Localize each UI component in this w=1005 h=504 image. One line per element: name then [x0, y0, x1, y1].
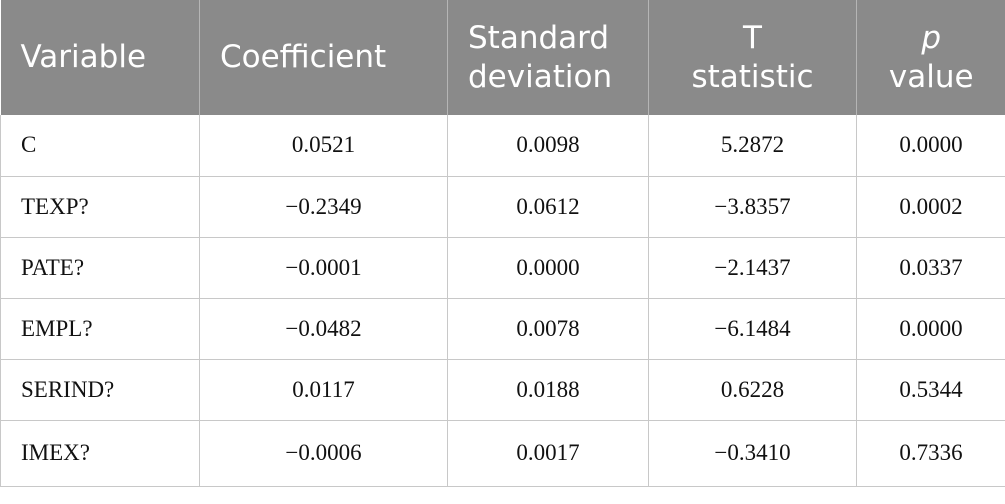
- cell-variable: IMEX?: [0, 420, 200, 487]
- cell-variable: PATE?: [0, 237, 200, 299]
- table-row: EMPL? −0.0482 0.0078 −6.1484 0.0000: [0, 298, 1005, 360]
- header-standard-deviation: Standard deviation: [447, 0, 649, 115]
- cell-variable: SERIND?: [0, 359, 200, 421]
- cell-std-dev: 0.0078: [447, 298, 649, 360]
- header-std-line2: deviation: [468, 58, 613, 95]
- table-row: TEXP? −0.2349 0.0612 −3.8357 0.0002: [0, 176, 1005, 238]
- cell-t-stat: −3.8357: [648, 176, 857, 238]
- header-p-line1: p: [921, 19, 942, 56]
- header-p-line2: value: [888, 58, 974, 95]
- cell-coefficient: −0.0482: [199, 298, 448, 360]
- header-row: Variable Coefficient Standard deviation …: [0, 0, 1005, 115]
- cell-std-dev: 0.0098: [447, 115, 649, 177]
- header-p-value: p value: [856, 0, 1005, 115]
- cell-t-stat: 0.6228: [648, 359, 857, 421]
- cell-t-stat: −2.1437: [648, 237, 857, 299]
- table-body: C 0.0521 0.0098 5.2872 0.0000 TEXP? −0.2…: [0, 115, 1005, 487]
- cell-std-dev: 0.0612: [447, 176, 649, 238]
- table-header: Variable Coefficient Standard deviation …: [0, 0, 1005, 115]
- table-row: SERIND? 0.0117 0.0188 0.6228 0.5344: [0, 359, 1005, 421]
- header-t-statistic: T statistic: [648, 0, 857, 115]
- header-std-line1: Standard: [468, 19, 610, 56]
- cell-t-stat: −0.3410: [648, 420, 857, 487]
- cell-t-stat: −6.1484: [648, 298, 857, 360]
- cell-variable: C: [0, 115, 200, 177]
- cell-std-dev: 0.0188: [447, 359, 649, 421]
- header-t-line1: T: [743, 19, 762, 56]
- cell-p-value: 0.0002: [856, 176, 1005, 238]
- cell-p-value: 0.7336: [856, 420, 1005, 487]
- cell-std-dev: 0.0017: [447, 420, 649, 487]
- cell-coefficient: −0.2349: [199, 176, 448, 238]
- cell-coefficient: 0.0117: [199, 359, 448, 421]
- cell-coefficient: −0.0001: [199, 237, 448, 299]
- cell-coefficient: 0.0521: [199, 115, 448, 177]
- header-coefficient: Coefficient: [199, 0, 448, 115]
- table-row: IMEX? −0.0006 0.0017 −0.3410 0.7336: [0, 420, 1005, 487]
- header-variable-label: Variable: [20, 39, 147, 75]
- cell-variable: EMPL?: [0, 298, 200, 360]
- cell-std-dev: 0.0000: [447, 237, 649, 299]
- cell-p-value: 0.0000: [856, 298, 1005, 360]
- table-row: C 0.0521 0.0098 5.2872 0.0000: [0, 115, 1005, 177]
- table-row: PATE? −0.0001 0.0000 −2.1437 0.0337: [0, 237, 1005, 299]
- cell-p-value: 0.0000: [856, 115, 1005, 177]
- cell-t-stat: 5.2872: [648, 115, 857, 177]
- header-t-line2: statistic: [691, 58, 814, 95]
- cell-p-value: 0.5344: [856, 359, 1005, 421]
- regression-results-table: Variable Coefficient Standard deviation …: [0, 0, 1005, 487]
- header-variable: Variable: [0, 0, 200, 115]
- cell-variable: TEXP?: [0, 176, 200, 238]
- header-coefficient-label: Coefficient: [220, 39, 387, 75]
- cell-coefficient: −0.0006: [199, 420, 448, 487]
- cell-p-value: 0.0337: [856, 237, 1005, 299]
